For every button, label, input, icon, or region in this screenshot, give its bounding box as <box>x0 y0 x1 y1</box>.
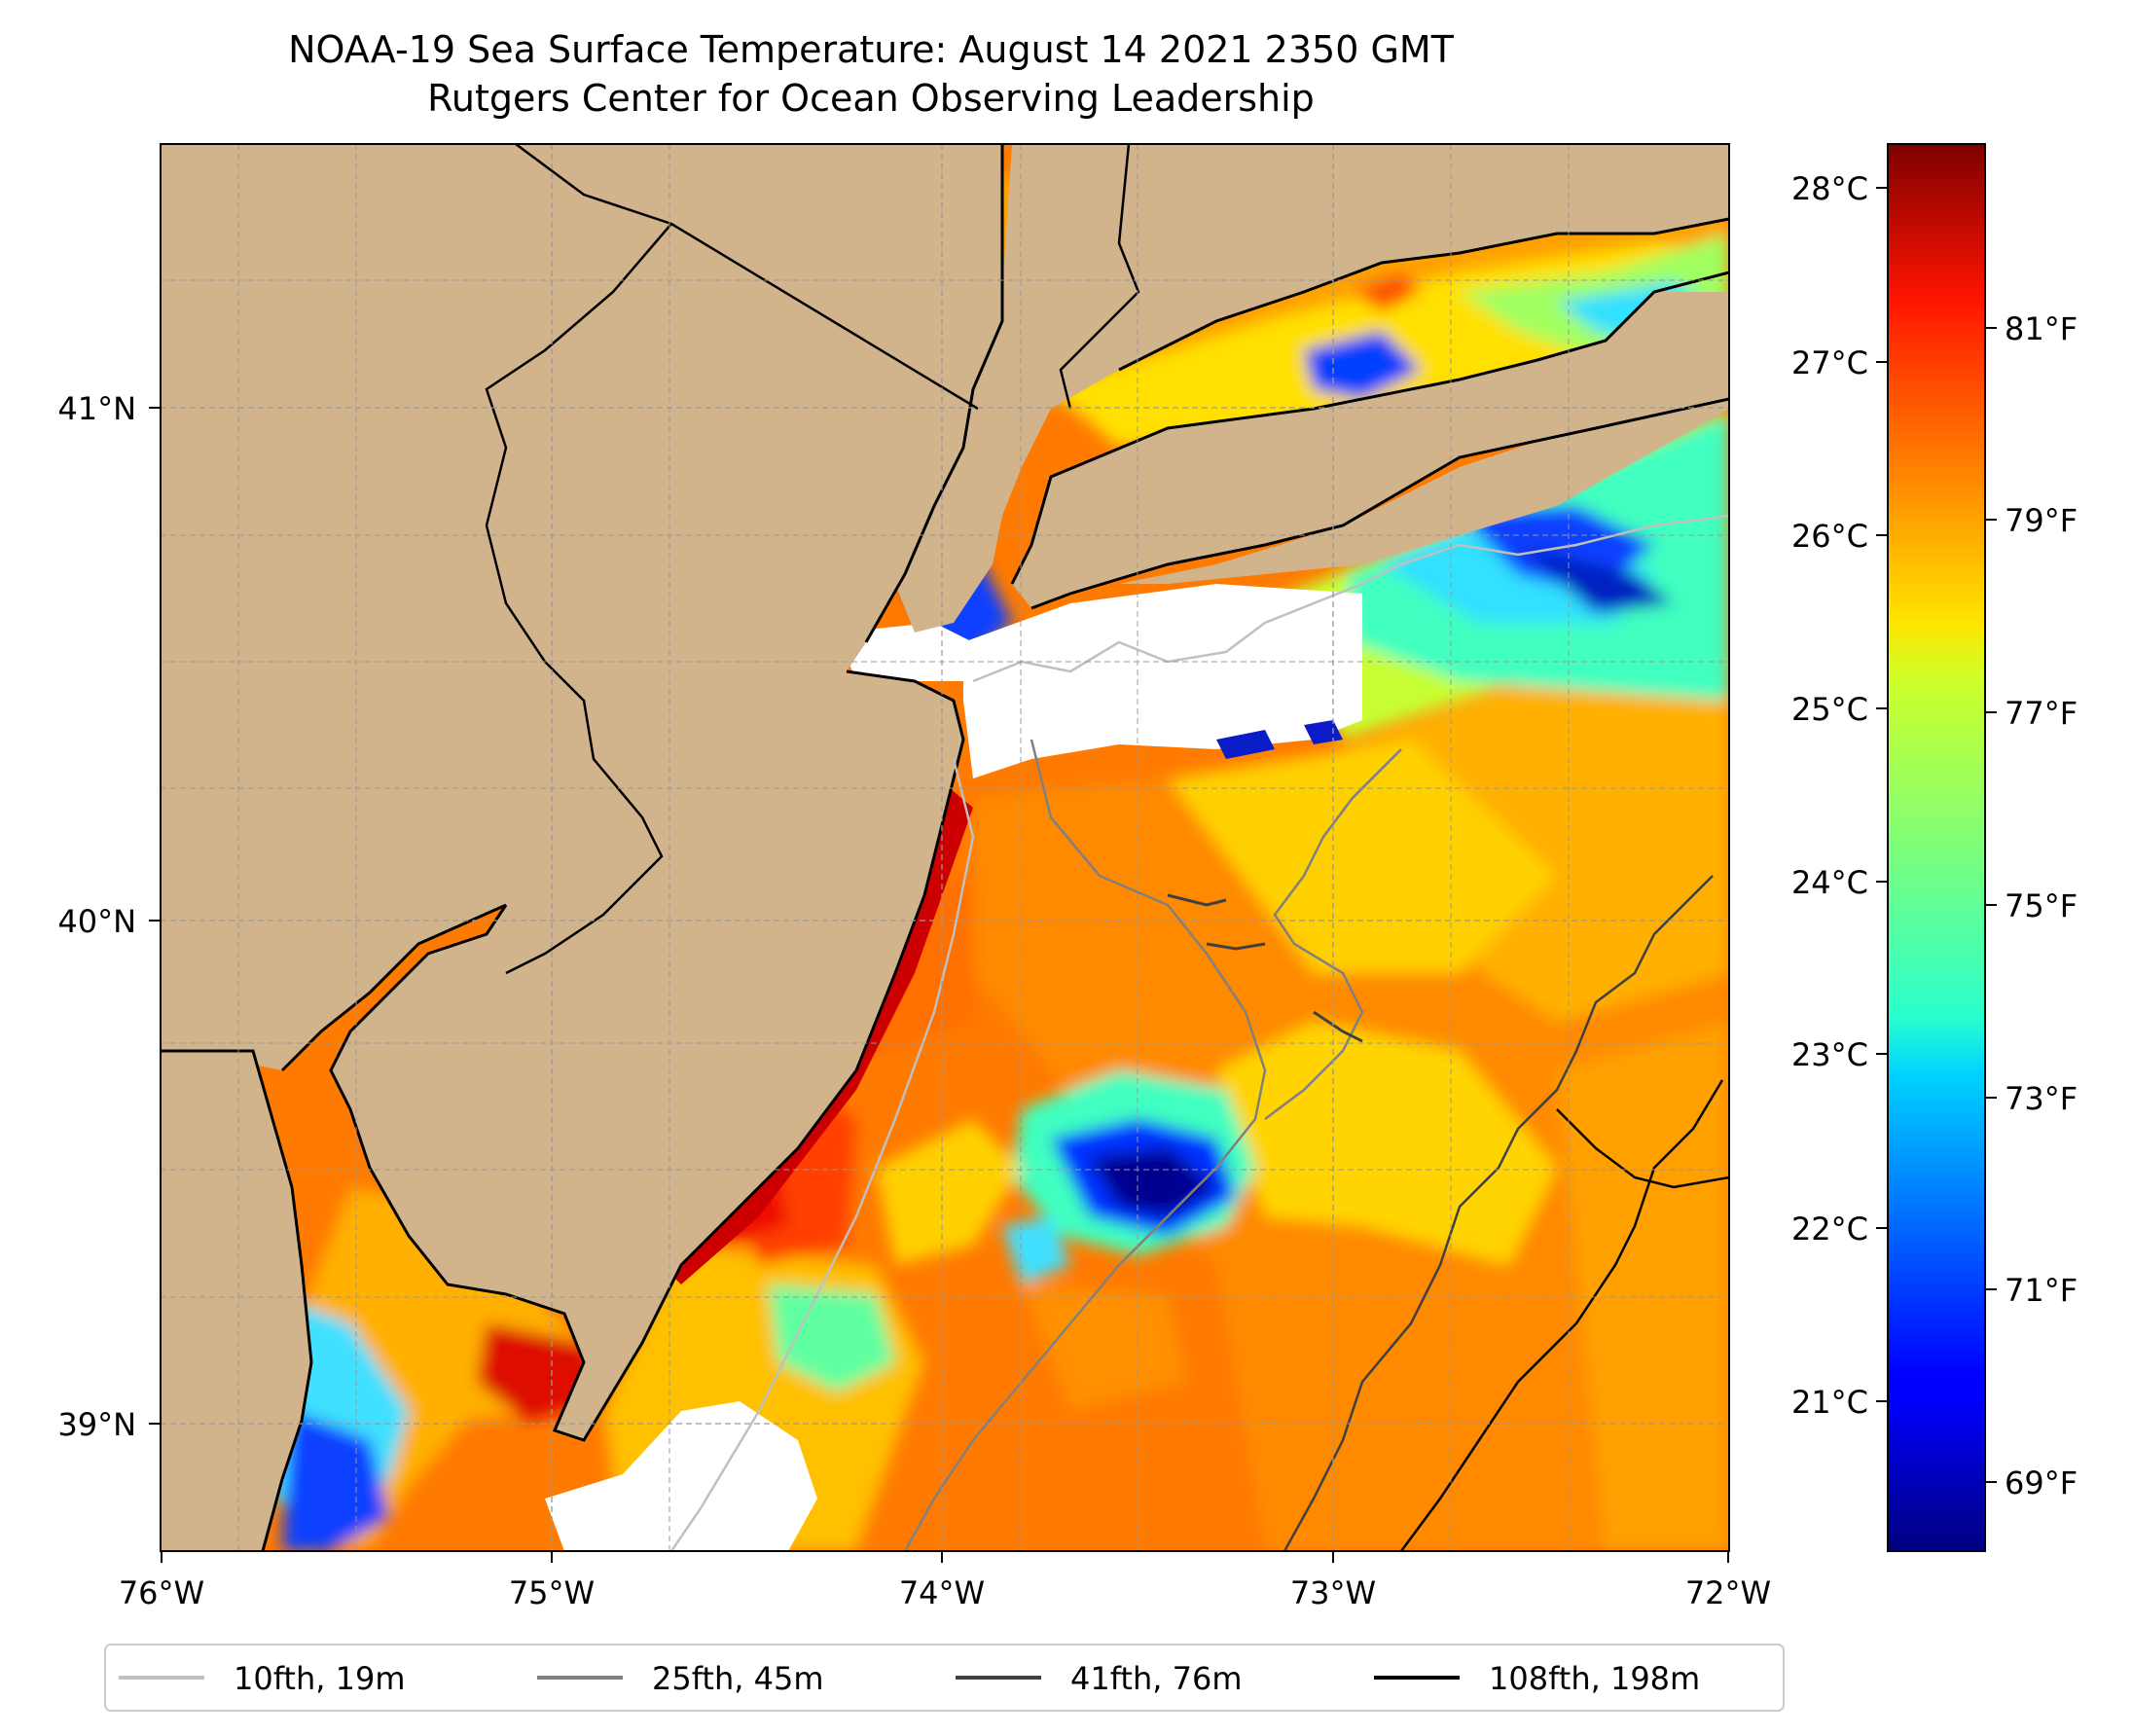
map-title: NOAA-19 Sea Surface Temperature: August … <box>288 28 1454 71</box>
y-tick-label: 39°N <box>57 1406 136 1443</box>
fahrenheit-tick-label: 77°F <box>2005 695 2078 732</box>
no-data-mask <box>545 584 1362 1551</box>
fahrenheit-tick-label: 73°F <box>2005 1080 2078 1117</box>
fahrenheit-tick-label: 81°F <box>2005 310 2078 347</box>
colorbar-labels: 21°C 22°C 23°C 24°C 25°C 26°C 27°C 28°C … <box>1791 170 2078 1501</box>
legend-label: 41fth, 76m <box>1070 1660 1242 1697</box>
fahrenheit-tick-label: 71°F <box>2005 1272 2078 1309</box>
x-tick-label: 72°W <box>1685 1574 1771 1611</box>
legend-entry: 10fth, 19m <box>119 1660 405 1697</box>
x-tick-label: 73°W <box>1290 1574 1376 1611</box>
graticule-major <box>161 144 1729 1551</box>
celsius-tick-label: 28°C <box>1791 170 1868 207</box>
y-tick-label: 41°N <box>57 390 136 427</box>
legend-label: 108fth, 198m <box>1489 1660 1700 1697</box>
y-tick-label: 40°N <box>57 903 136 940</box>
fahrenheit-tick-label: 79°F <box>2005 502 2078 539</box>
sst-field <box>253 146 1729 1551</box>
x-tick-label: 74°W <box>899 1574 985 1611</box>
fahrenheit-tick-label: 69°F <box>2005 1465 2078 1501</box>
legend-label: 10fth, 19m <box>234 1660 405 1697</box>
fahrenheit-tick-label: 75°F <box>2005 887 2078 924</box>
legend-entry: 41fth, 76m <box>956 1660 1242 1697</box>
axis-tick-labels: 76°W 75°W 74°W 73°W 72°W 39°N 40°N 41°N <box>57 390 1771 1611</box>
legend-entry: 108fth, 198m <box>1374 1660 1700 1697</box>
bathymetry-contours <box>669 514 1729 1551</box>
map-subtitle: Rutgers Center for Ocean Observing Leade… <box>427 77 1315 120</box>
celsius-tick-label: 21°C <box>1791 1384 1868 1421</box>
legend-entry: 25fth, 45m <box>537 1660 823 1697</box>
legend-box <box>104 1644 1785 1712</box>
celsius-tick-label: 23°C <box>1791 1036 1868 1073</box>
legend: 10fth, 19m 25fth, 45m 41fth, 76m 108fth,… <box>104 1644 1785 1712</box>
colorbar <box>1887 143 1986 1552</box>
colorbar-ticks <box>1876 187 1997 1483</box>
x-tick-label: 76°W <box>119 1574 204 1611</box>
celsius-tick-label: 25°C <box>1791 691 1868 728</box>
celsius-tick-label: 27°C <box>1791 344 1868 381</box>
celsius-tick-label: 24°C <box>1791 864 1868 901</box>
celsius-tick-label: 22°C <box>1791 1211 1868 1248</box>
land <box>161 144 1729 1551</box>
map-area <box>161 144 1729 1551</box>
axis-ticks <box>149 407 1729 1563</box>
legend-label: 25fth, 45m <box>652 1660 823 1697</box>
map-frame <box>160 143 1730 1552</box>
celsius-tick-label: 26°C <box>1791 518 1868 555</box>
x-tick-label: 75°W <box>509 1574 595 1611</box>
